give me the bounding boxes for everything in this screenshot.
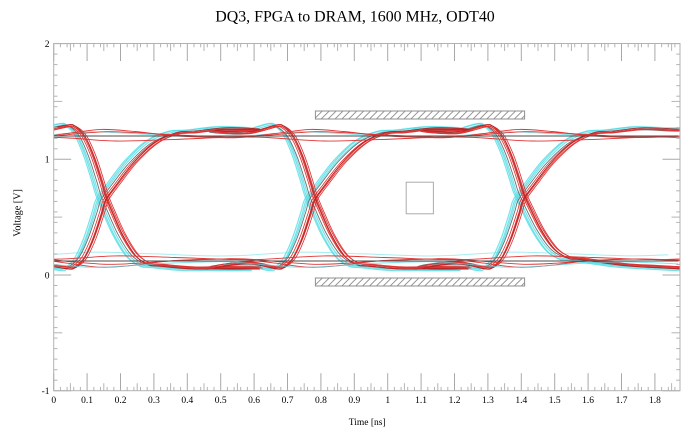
svg-text:1: 1	[45, 156, 50, 166]
svg-text:0.6: 0.6	[248, 396, 260, 406]
svg-text:0.1: 0.1	[81, 396, 93, 406]
svg-text:1.2: 1.2	[449, 396, 461, 406]
svg-text:1.7: 1.7	[616, 396, 628, 406]
svg-text:1: 1	[385, 396, 390, 406]
svg-text:0.4: 0.4	[181, 396, 193, 406]
svg-text:Time [ns]: Time [ns]	[349, 418, 386, 428]
svg-text:0.9: 0.9	[348, 396, 360, 406]
svg-text:0: 0	[45, 271, 50, 281]
svg-text:2: 2	[45, 40, 50, 50]
svg-text:-1: -1	[42, 387, 50, 397]
svg-text:0.5: 0.5	[215, 396, 227, 406]
svg-text:1.5: 1.5	[549, 396, 561, 406]
svg-text:0.2: 0.2	[115, 396, 127, 406]
svg-text:0: 0	[51, 396, 56, 406]
svg-text:0.7: 0.7	[282, 396, 294, 406]
svg-text:1.3: 1.3	[482, 396, 494, 406]
svg-text:0.8: 0.8	[315, 396, 327, 406]
svg-text:1.6: 1.6	[582, 396, 594, 406]
svg-text:DQ3, FPGA to DRAM, 1600 MHz, O: DQ3, FPGA to DRAM, 1600 MHz, ODT40	[215, 9, 494, 26]
svg-text:1.4: 1.4	[515, 396, 527, 406]
svg-text:1.1: 1.1	[415, 396, 427, 406]
svg-text:1.8: 1.8	[649, 396, 661, 406]
svg-text:Voltage [V]: Voltage [V]	[13, 189, 24, 237]
svg-text:0.3: 0.3	[148, 396, 160, 406]
